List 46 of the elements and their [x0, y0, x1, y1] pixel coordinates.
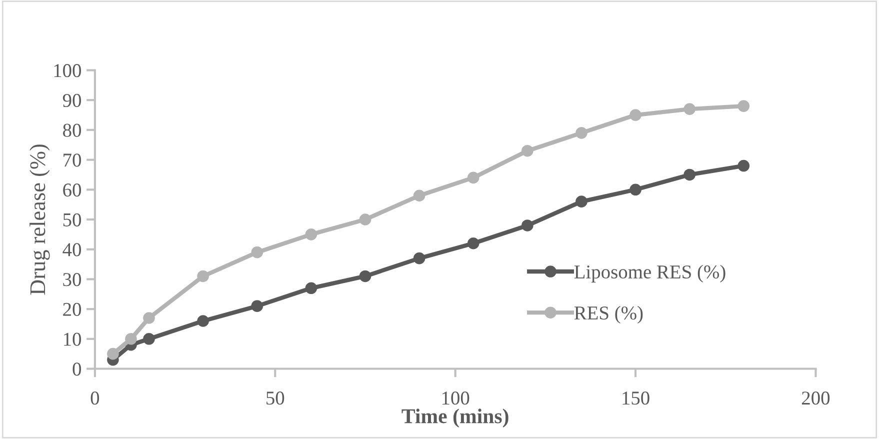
- y-tick-label: 30: [63, 273, 81, 286]
- point: [684, 168, 696, 181]
- y-tick-label: 50: [63, 213, 81, 226]
- point: [630, 109, 642, 121]
- legend-label: Liposome RES (%): [574, 264, 726, 282]
- y-tick-label: 90: [62, 94, 81, 108]
- point: [305, 282, 318, 294]
- point: [143, 333, 155, 345]
- point: [413, 190, 426, 202]
- x-tick-label: 50: [266, 392, 284, 405]
- point: [251, 246, 264, 258]
- point: [359, 214, 372, 226]
- point: [521, 220, 534, 232]
- point: [467, 172, 480, 184]
- y-tick-label: 40: [62, 243, 81, 256]
- point: [197, 270, 209, 282]
- point: [738, 160, 750, 172]
- legend-label: RES (%): [574, 306, 643, 324]
- point: [251, 300, 264, 312]
- x-tick-label: 100: [442, 392, 470, 405]
- point: [630, 184, 642, 196]
- y-tick-label: 60: [63, 183, 81, 197]
- x-axis-title: Time (mins): [402, 408, 508, 428]
- point: [576, 127, 588, 139]
- y-tick-label: 70: [64, 154, 81, 167]
- x-tick-label: 0: [90, 392, 100, 405]
- point: [305, 228, 318, 240]
- x-tick-label: 150: [622, 392, 650, 405]
- point: [738, 100, 750, 112]
- point: [467, 237, 480, 250]
- y-tick-label: 0: [72, 362, 81, 376]
- point: [413, 252, 426, 264]
- point: [359, 270, 372, 282]
- point: [143, 312, 155, 324]
- point: [107, 348, 119, 360]
- y-tick-label: 80: [63, 124, 81, 137]
- point: [684, 103, 696, 115]
- x-tick-label: 200: [802, 392, 830, 405]
- y-tick-label: 100: [54, 64, 81, 78]
- point: [197, 315, 209, 327]
- point: [521, 144, 534, 157]
- y-tick-label: 10: [64, 332, 81, 346]
- point: [576, 196, 588, 208]
- y-axis-title: Drug release (%): [30, 144, 50, 295]
- point: [125, 333, 137, 345]
- y-tick-label: 20: [63, 302, 81, 316]
